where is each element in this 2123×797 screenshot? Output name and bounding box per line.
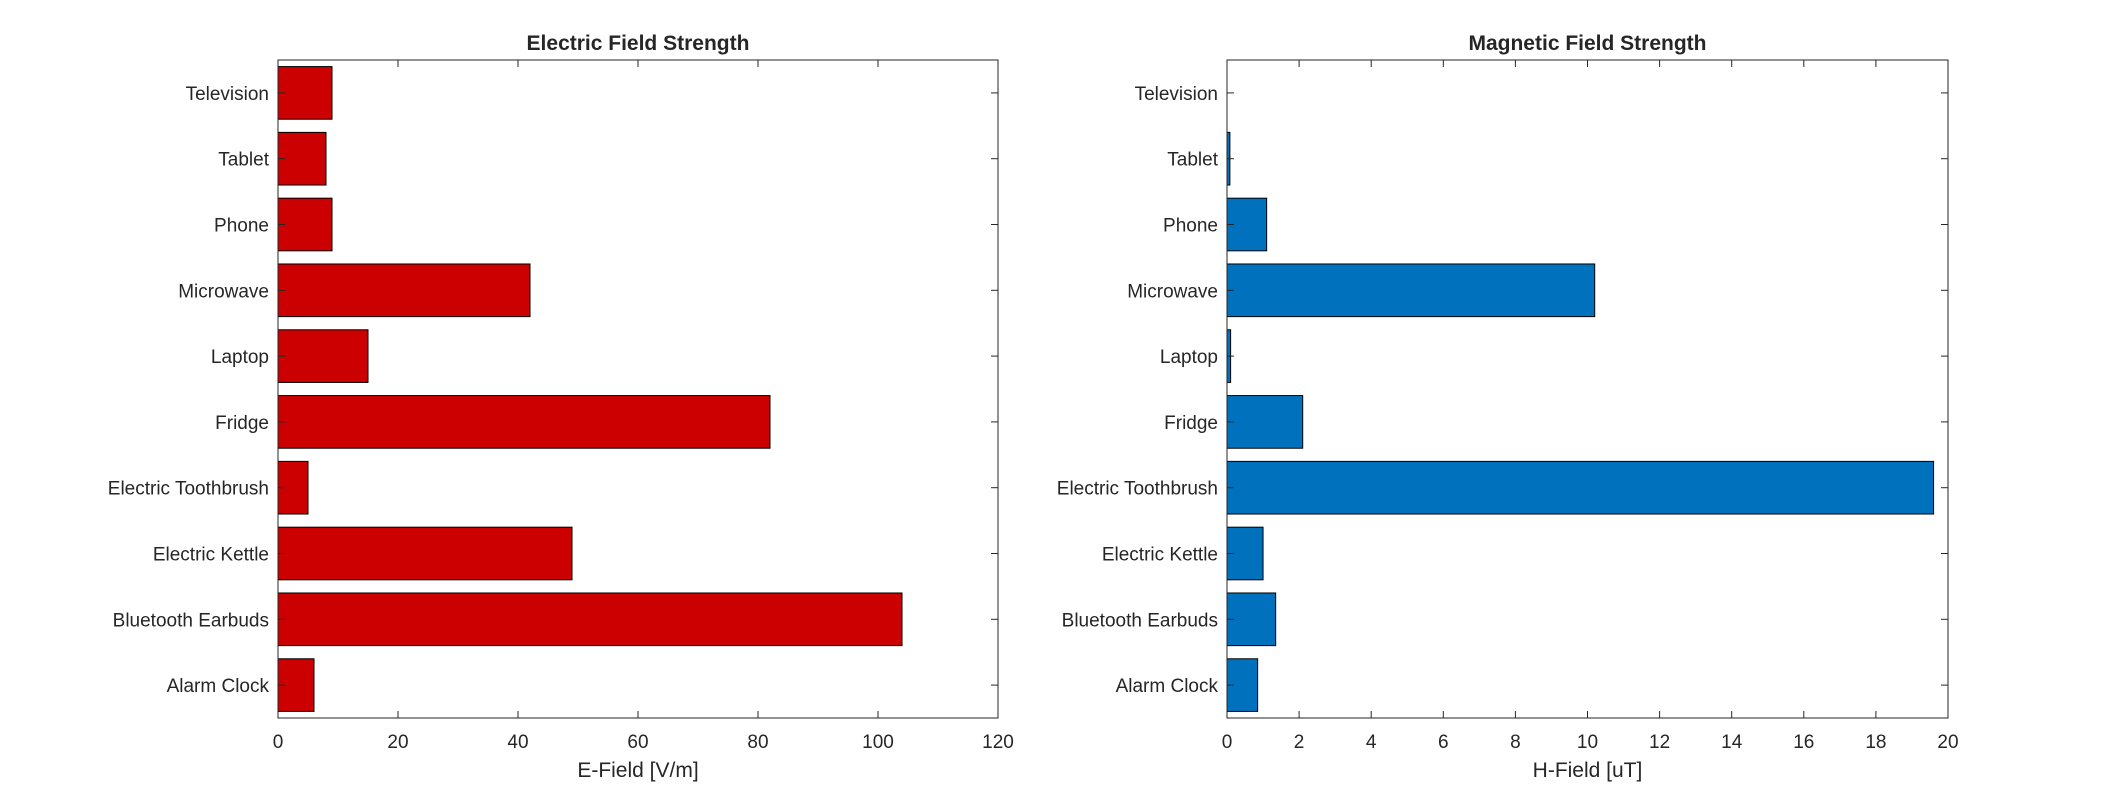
bar	[1226, 395, 1304, 449]
category-label: Microwave	[178, 281, 269, 302]
x-tick-label: 40	[507, 732, 528, 753]
bar	[277, 395, 771, 449]
category-label: Alarm Clock	[1116, 676, 1219, 697]
category-label: Tablet	[1167, 150, 1218, 171]
chart-title: Magnetic Field Strength	[1468, 32, 1706, 55]
x-tick-label: 0	[273, 732, 284, 753]
category-label: Television	[1135, 84, 1218, 105]
bar	[1226, 263, 1596, 318]
category-label: Bluetooth Earbuds	[1062, 610, 1218, 631]
x-tick-label: 4	[1366, 732, 1377, 753]
category-label: Laptop	[1160, 347, 1218, 368]
bar	[277, 329, 369, 383]
bar	[277, 263, 531, 318]
axes-box	[1226, 59, 1949, 719]
category-label: Phone	[214, 216, 269, 237]
chart-panel-2: Alarm Clock Bluetooth Earbuds Electric Ket…	[1057, 32, 1959, 782]
x-tick-label: 2	[1294, 732, 1305, 753]
category-label: Electric Toothbrush	[1057, 479, 1218, 500]
x-tick-label: 20	[387, 732, 408, 753]
x-tick-label: 10	[1577, 732, 1598, 753]
category-label: Tablet	[218, 150, 269, 171]
category-label: Fridge	[1164, 413, 1218, 434]
x-tick-label: 0	[1222, 732, 1233, 753]
bar	[277, 526, 573, 581]
x-tick-label: 6	[1438, 732, 1449, 753]
x-tick-label: 12	[1649, 732, 1670, 753]
category-label: Electric Kettle	[1102, 545, 1218, 566]
bar	[277, 592, 903, 647]
chart-panel-1: Alarm Clock Bluetooth Earbuds Electric Ket…	[108, 32, 1014, 782]
category-label: Phone	[1163, 216, 1218, 237]
category-label: Electric Kettle	[153, 545, 269, 566]
category-label: Laptop	[211, 347, 269, 368]
bar	[277, 197, 333, 252]
x-axis-label: H-Field [uT]	[1533, 759, 1643, 782]
x-tick-label: 20	[1937, 732, 1958, 753]
x-tick-label: 8	[1510, 732, 1521, 753]
x-axis-label: E-Field [V/m]	[577, 759, 698, 782]
category-label: Microwave	[1127, 281, 1218, 302]
category-label: Electric Toothbrush	[108, 479, 269, 500]
x-tick-label: 16	[1793, 732, 1814, 753]
bar	[277, 66, 333, 120]
category-label: Alarm Clock	[167, 676, 270, 697]
x-tick-label: 60	[627, 732, 648, 753]
x-tick-label: 18	[1865, 732, 1886, 753]
bar	[1226, 592, 1277, 647]
bar	[277, 131, 327, 186]
chart-title: Electric Field Strength	[527, 32, 750, 55]
bar	[1226, 460, 1935, 515]
x-tick-label: 100	[862, 732, 894, 753]
x-tick-label: 120	[982, 732, 1014, 753]
category-label: Bluetooth Earbuds	[113, 610, 269, 631]
category-label: Fridge	[215, 413, 269, 434]
x-tick-label: 80	[747, 732, 768, 753]
category-label: Television	[186, 84, 269, 105]
x-tick-label: 14	[1721, 732, 1743, 753]
